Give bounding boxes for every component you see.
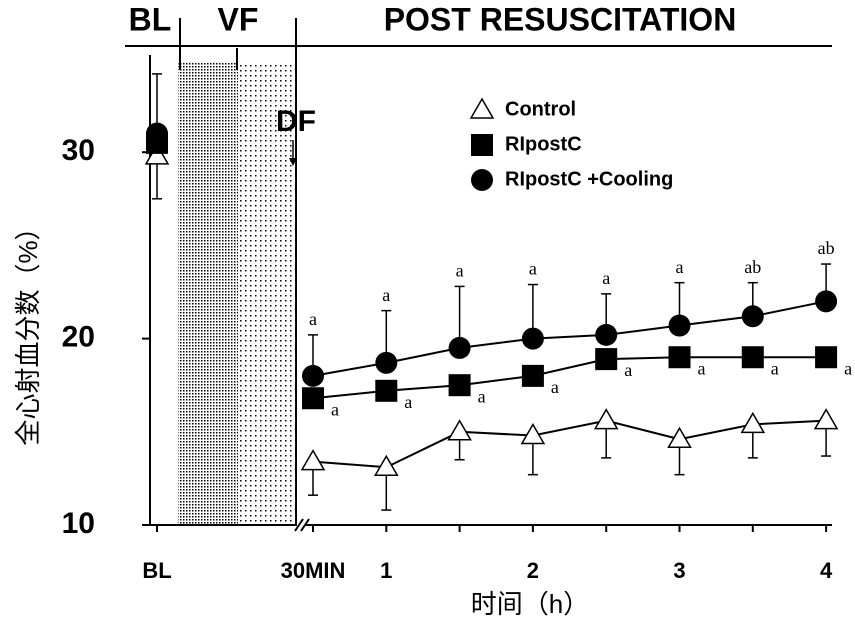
data-point <box>302 387 324 410</box>
data-point <box>741 305 764 328</box>
axis-break <box>300 518 310 532</box>
vf-region <box>178 62 238 525</box>
legend-marker <box>471 169 493 191</box>
sig-label: a <box>404 392 412 412</box>
sig-label: a <box>771 358 779 378</box>
x-tick-label: BL <box>142 558 171 583</box>
y-axis-label: 全心射血分数（%） <box>13 214 43 445</box>
sig-label: a <box>331 399 339 419</box>
header: BL <box>129 1 172 37</box>
data-point <box>741 346 764 369</box>
sig-label: ab <box>818 238 835 258</box>
data-point <box>815 290 838 313</box>
sig-label: a <box>456 261 464 281</box>
data-point <box>595 323 618 346</box>
data-point <box>593 408 619 430</box>
data-point <box>815 346 838 369</box>
x-tick-label: 4 <box>820 558 833 583</box>
data-point <box>668 346 691 369</box>
sig-label: ab <box>744 257 761 277</box>
sig-label: a <box>844 358 852 378</box>
data-point <box>375 351 398 374</box>
header: VF <box>218 1 259 37</box>
post-vf-region <box>238 62 296 525</box>
data-point <box>740 411 766 434</box>
sig-label: a <box>529 259 537 279</box>
data-point <box>447 419 472 441</box>
x-tick-label: 2 <box>527 558 539 583</box>
sig-label: a <box>698 358 706 378</box>
legend-label: RIpostC +Cooling <box>505 168 673 190</box>
data-point <box>448 336 471 359</box>
annotation: DF <box>276 105 316 138</box>
data-point <box>667 426 692 449</box>
data-point <box>520 423 546 445</box>
header: POST RESUSCITATION <box>384 1 737 37</box>
data-point <box>521 327 544 350</box>
data-point <box>146 122 168 145</box>
sig-label: a <box>676 257 684 277</box>
x-axis-label: 时间（h） <box>471 589 589 619</box>
sig-label: a <box>309 309 317 329</box>
legend-label: RIpostC <box>505 133 582 155</box>
data-point <box>448 374 471 397</box>
x-tick-label: 1 <box>380 558 392 583</box>
sig-label: a <box>624 360 632 380</box>
series-line <box>312 419 827 469</box>
data-point <box>668 314 691 337</box>
sig-label: a <box>551 377 559 397</box>
x-tick-label: 30MIN <box>281 558 346 583</box>
legend-label: Control <box>505 98 576 120</box>
x-tick-label: 3 <box>673 558 685 583</box>
data-point <box>375 379 398 402</box>
data-point <box>813 408 839 430</box>
y-tick-label: 30 <box>62 134 95 167</box>
sig-label: a <box>602 268 610 288</box>
data-point <box>595 348 618 371</box>
series-line <box>312 300 827 377</box>
y-tick-label: 10 <box>62 507 95 540</box>
data-point <box>300 449 326 471</box>
data-point <box>373 454 399 476</box>
axis-break <box>294 518 304 532</box>
legend-marker <box>471 134 493 156</box>
arrow-head <box>289 158 297 166</box>
sig-label: a <box>478 386 486 406</box>
sig-label: a <box>382 285 390 305</box>
data-point <box>521 364 544 387</box>
data-point <box>144 143 170 165</box>
y-tick-label: 20 <box>62 321 95 354</box>
data-point <box>302 364 324 387</box>
legend-marker <box>469 97 495 119</box>
series-line <box>312 356 827 400</box>
